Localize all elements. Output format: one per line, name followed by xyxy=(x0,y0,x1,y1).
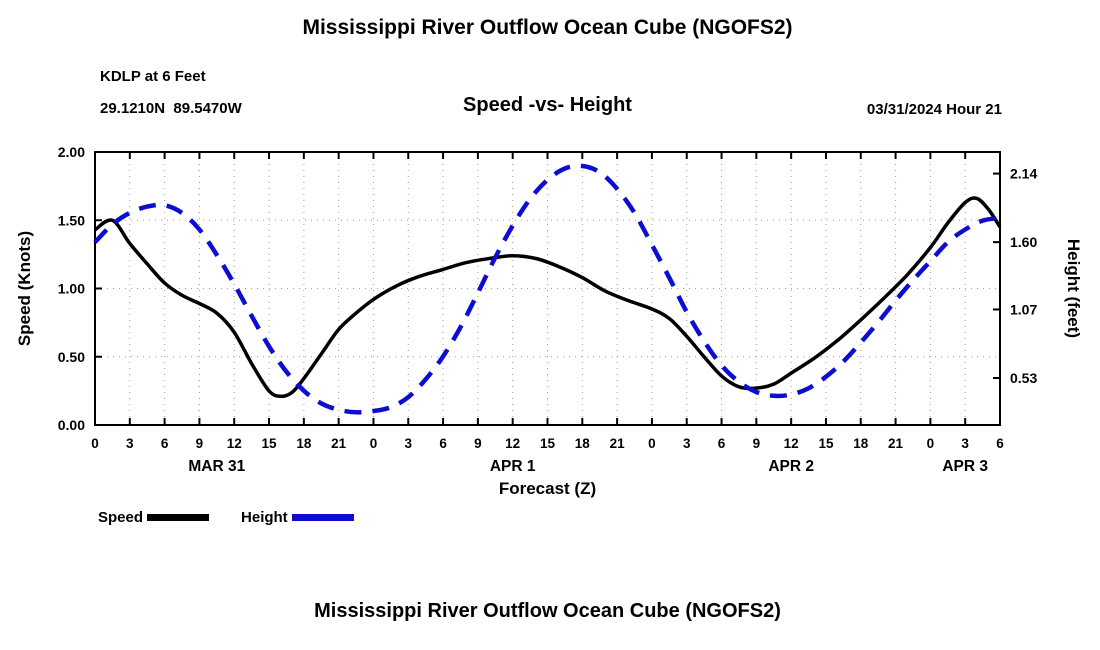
legend: Speed Height xyxy=(98,509,386,526)
legend-speed-label: Speed xyxy=(98,509,144,526)
svg-text:21: 21 xyxy=(610,436,626,451)
gridlines xyxy=(95,152,1000,425)
legend-height-swatch xyxy=(291,514,354,521)
svg-text:18: 18 xyxy=(853,436,869,451)
svg-text:0.00: 0.00 xyxy=(58,417,85,433)
day-label: APR 3 xyxy=(942,458,988,475)
svg-text:9: 9 xyxy=(753,436,761,451)
svg-text:0: 0 xyxy=(927,436,935,451)
svg-text:6: 6 xyxy=(439,436,447,451)
day-label: MAR 31 xyxy=(188,458,245,475)
height-curve xyxy=(93,163,1001,415)
svg-text:0.53: 0.53 xyxy=(1010,370,1037,386)
x-axis-title: Forecast (Z) xyxy=(499,479,596,498)
legend-height-label: Height xyxy=(241,509,288,526)
svg-text:6: 6 xyxy=(718,436,726,451)
svg-text:21: 21 xyxy=(331,436,347,451)
svg-text:15: 15 xyxy=(262,436,278,451)
svg-text:1.50: 1.50 xyxy=(58,212,85,228)
svg-text:6: 6 xyxy=(996,436,1004,451)
svg-text:6: 6 xyxy=(161,436,169,451)
day-labels: MAR 31 APR 1 APR 2 APR 3 xyxy=(188,458,988,475)
y-right-tick-labels: 0.53 1.07 1.60 2.14 xyxy=(1010,166,1037,386)
page-title-bottom: Mississippi River Outflow Ocean Cube (NG… xyxy=(314,600,781,622)
svg-text:0.50: 0.50 xyxy=(58,349,85,365)
svg-text:12: 12 xyxy=(784,436,799,451)
svg-text:3: 3 xyxy=(405,436,413,451)
speed-curve xyxy=(93,196,1002,399)
y-right-axis-title: Height (feet) xyxy=(1064,239,1083,338)
page-title: Mississippi River Outflow Ocean Cube (NG… xyxy=(302,16,793,39)
plot-border xyxy=(94,151,1001,426)
svg-text:3: 3 xyxy=(961,436,969,451)
svg-text:0: 0 xyxy=(648,436,656,451)
svg-text:12: 12 xyxy=(505,436,520,451)
svg-text:12: 12 xyxy=(227,436,242,451)
svg-text:18: 18 xyxy=(575,436,591,451)
svg-text:9: 9 xyxy=(196,436,204,451)
svg-text:3: 3 xyxy=(683,436,691,451)
svg-text:15: 15 xyxy=(540,436,556,451)
legend-speed-swatch xyxy=(147,514,210,521)
y-left-tick-labels: 0.00 0.50 1.00 1.50 2.00 xyxy=(58,144,85,433)
x-tick-labels: 0 3 6 9 12 15 18 21 0 3 6 9 12 15 18 21 0 3 6 9 12 15 18 21 0 3 6 xyxy=(91,436,1004,451)
svg-text:1.60: 1.60 xyxy=(1010,234,1037,250)
svg-text:9: 9 xyxy=(474,436,482,451)
svg-text:2.14: 2.14 xyxy=(1010,166,1037,182)
tick-marks xyxy=(94,151,1001,426)
station-name: KDLP at 6 Feet xyxy=(100,68,206,85)
svg-text:15: 15 xyxy=(818,436,834,451)
svg-text:3: 3 xyxy=(126,436,134,451)
svg-text:2.00: 2.00 xyxy=(58,144,85,160)
svg-text:1.07: 1.07 xyxy=(1010,301,1037,317)
svg-text:0: 0 xyxy=(370,436,378,451)
svg-text:1.00: 1.00 xyxy=(58,281,85,297)
svg-text:18: 18 xyxy=(296,436,312,451)
plot-title: Speed -vs- Height xyxy=(463,94,632,116)
y-left-axis-title: Speed (Knots) xyxy=(15,231,34,346)
svg-text:21: 21 xyxy=(888,436,904,451)
station-coordinates: 29.1210N 89.5470W xyxy=(100,100,242,117)
svg-text:0: 0 xyxy=(91,436,99,451)
day-label: APR 2 xyxy=(768,458,814,475)
day-label: APR 1 xyxy=(490,458,536,475)
forecast-timestamp: 03/31/2024 Hour 21 xyxy=(866,101,1002,118)
